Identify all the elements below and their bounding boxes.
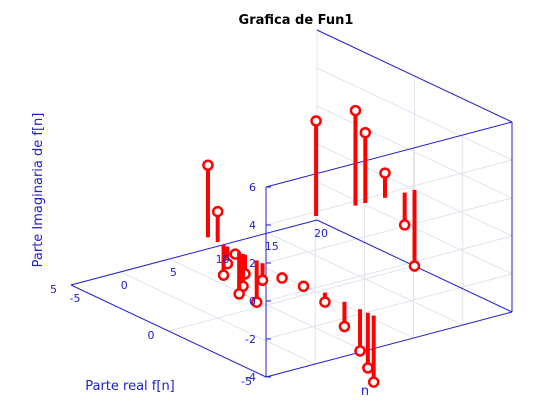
x-tick-label: 0 bbox=[148, 329, 155, 342]
stem-marker bbox=[338, 320, 351, 333]
y-tick-label: 0 bbox=[121, 279, 128, 292]
tick-label-layer: -4 -2 0 2 4 6 -5 0 5 -5 0 5 10 15 20 bbox=[50, 181, 328, 388]
stem-marker bbox=[233, 288, 245, 300]
y-axis-line bbox=[70, 219, 318, 286]
x-tick-label: -5 bbox=[241, 375, 252, 388]
z-grid-left bbox=[265, 273, 513, 340]
x-axis-label: Parte real f[n] bbox=[85, 379, 175, 394]
x-axis-line bbox=[70, 284, 267, 378]
y-tick-label: 10 bbox=[216, 253, 230, 266]
stem-marker bbox=[256, 274, 269, 287]
stem-marker bbox=[211, 205, 224, 218]
chart-title: Grafica de Fun1 bbox=[239, 13, 354, 28]
stem-marker bbox=[202, 159, 214, 171]
x-tick-label: 5 bbox=[50, 283, 57, 296]
z-tick-label: 2 bbox=[249, 257, 256, 270]
re-grid-floor bbox=[168, 265, 415, 332]
stem-marker bbox=[217, 269, 230, 281]
stem-marker bbox=[297, 280, 310, 293]
y-tick-label: 15 bbox=[265, 240, 279, 253]
stem-marker bbox=[398, 219, 411, 231]
z-tick-label: 0 bbox=[249, 295, 256, 308]
z-grid-left bbox=[265, 159, 513, 226]
z-tick-label: -4 bbox=[245, 371, 256, 384]
z-axis-label: Parte Imaginaria de f[n] bbox=[31, 113, 46, 268]
stem-layer bbox=[202, 104, 421, 388]
grid-layer bbox=[70, 29, 513, 378]
back-left-top-edge bbox=[265, 121, 513, 188]
z-tick-label: 4 bbox=[249, 219, 256, 232]
z-tick-label: 6 bbox=[249, 181, 256, 194]
stem-marker bbox=[276, 272, 288, 284]
stem-marker bbox=[354, 345, 366, 357]
stem-marker bbox=[359, 126, 372, 139]
back-right-top-edge bbox=[316, 29, 513, 123]
stem-marker bbox=[367, 376, 380, 388]
floor-left-edge bbox=[265, 311, 513, 378]
stem-marker bbox=[408, 260, 421, 272]
y-tick-label: -5 bbox=[70, 292, 81, 305]
stem-marker bbox=[362, 362, 374, 374]
stem-marker bbox=[250, 296, 263, 308]
y-axis-label: n bbox=[361, 384, 369, 399]
stem-marker bbox=[349, 104, 362, 117]
z-tick-label: -2 bbox=[245, 333, 256, 346]
y-tick-label: 20 bbox=[314, 227, 328, 240]
stem-marker bbox=[310, 115, 322, 127]
stem-marker bbox=[319, 296, 331, 308]
y-tick-label: 5 bbox=[170, 266, 177, 279]
axis-layer bbox=[70, 29, 513, 378]
z-grid-left bbox=[265, 197, 513, 264]
stem-marker bbox=[379, 167, 391, 179]
